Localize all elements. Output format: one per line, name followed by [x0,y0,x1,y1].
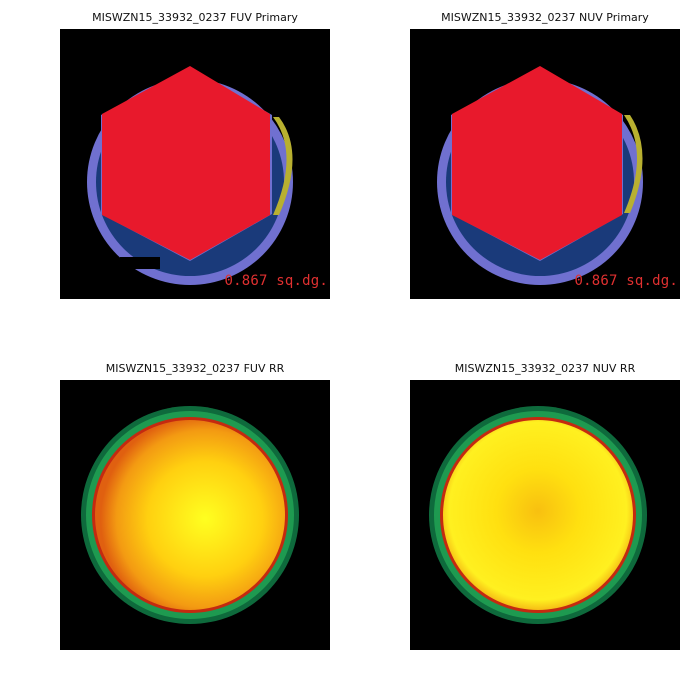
hexagon [102,66,270,260]
nuv-rr-relative-response-map [429,406,647,624]
nuv-rr-image [410,380,680,650]
rr-response-disc [95,420,285,610]
edge-notch [120,257,160,269]
nuv-primary-coverage-map [437,66,643,285]
area-label: 0.867 sq.dg. [574,273,678,289]
nuv-primary-title: MISWZN15_33932_0237 NUV Primary [441,11,649,24]
fuv-rr-image [60,380,330,650]
area-label: 0.867 sq.dg. [224,273,328,289]
nuv-primary-image: 0.867 sq.dg. [410,29,680,299]
fuv-primary-coverage-map [87,66,293,285]
edge-crescent [624,115,643,213]
fuv-rr-title: MISWZN15_33932_0237 FUV RR [105,362,285,375]
fuv-primary-image: 0.867 sq.dg. [60,29,330,299]
fuv-primary-title: MISWZN15_33932_0237 FUV Primary [92,11,298,24]
fuv-rr-relative-response-map [81,406,299,624]
hexagon [452,66,622,260]
nuv-rr-title: MISWZN15_33932_0237 NUV RR [454,362,636,375]
edge-crescent [273,117,293,215]
rr-response-disc [443,420,633,610]
